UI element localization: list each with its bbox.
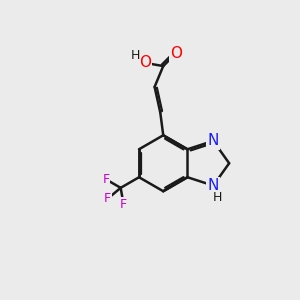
Text: F: F	[104, 192, 111, 205]
Text: O: O	[139, 56, 151, 70]
Text: H: H	[130, 49, 140, 62]
Text: O: O	[170, 46, 182, 61]
Text: N: N	[208, 178, 219, 193]
Text: F: F	[102, 173, 110, 186]
Text: H: H	[212, 191, 222, 205]
Text: N: N	[208, 134, 219, 148]
Text: F: F	[120, 198, 127, 211]
